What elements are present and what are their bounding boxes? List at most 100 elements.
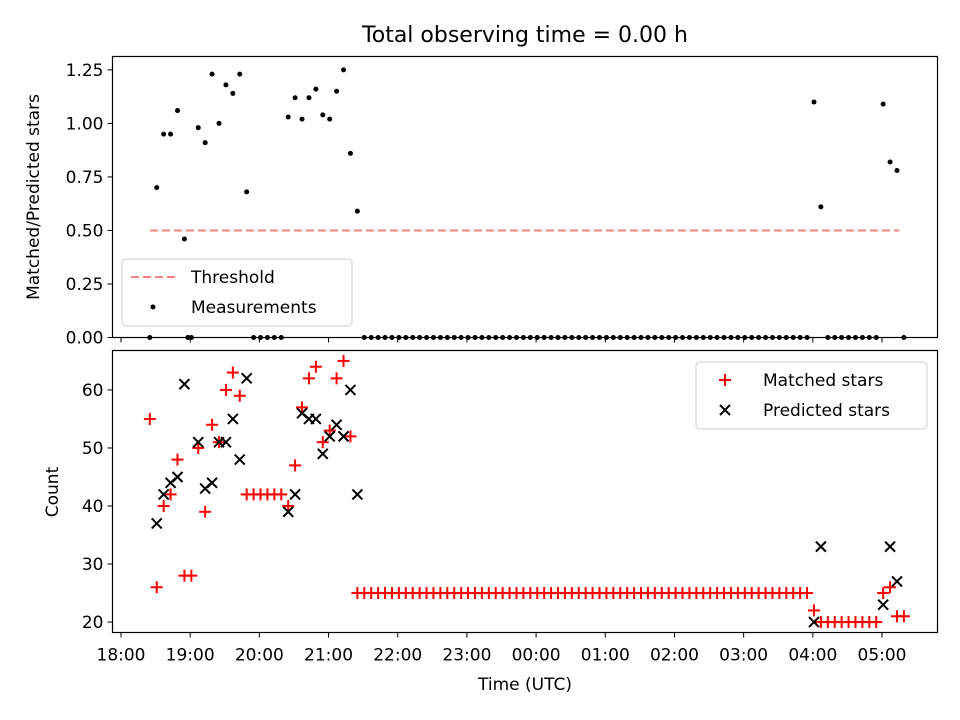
- measurements-legend-label: Measurements: [191, 298, 317, 318]
- matched-star-marker: [801, 587, 814, 600]
- measurement-point: [154, 185, 160, 191]
- predicted-star-marker: [344, 384, 357, 396]
- matched-star-marker: [150, 581, 163, 594]
- bottom-x-tick-label: 19:00: [166, 646, 215, 666]
- bottom-y-ticks: 20 30 40 50 60: [82, 381, 113, 633]
- chart-title: Total observing time = 0.00 h: [361, 23, 688, 48]
- bottom-x-tick-label: 03:00: [719, 646, 768, 666]
- measurement-point: [216, 120, 222, 126]
- measurement-point: [313, 86, 319, 92]
- matched-star-marker: [206, 418, 219, 431]
- predicted-star-marker: [808, 616, 820, 628]
- matched-star-marker: [877, 587, 890, 600]
- matched-star-marker: [309, 360, 322, 373]
- measurement-point: [894, 168, 900, 174]
- matched-star-marker: [330, 372, 343, 385]
- matched-star-marker: [323, 424, 336, 437]
- matched-star-marker: [289, 459, 302, 472]
- matched-star-marker: [233, 389, 246, 402]
- measurements-legend-swatch: [150, 304, 156, 310]
- measurement-point: [161, 131, 167, 137]
- predicted-star-marker: [351, 488, 364, 501]
- predicted-star-marker: [178, 378, 191, 390]
- matched-star-marker: [884, 581, 897, 594]
- matched-star-marker: [199, 505, 212, 518]
- predicted-star-marker: [220, 436, 232, 448]
- bottom-x-tick-label: 21:00: [304, 646, 353, 666]
- measurement-point: [818, 204, 824, 210]
- bottom-panel: Count Time (UTC) 20 30 40 50 60 18:00 19:00 20…: [43, 349, 939, 695]
- predicted-star-marker: [157, 488, 170, 501]
- predicted-legend-label: Predicted stars: [763, 401, 890, 421]
- measurement-point: [244, 189, 250, 195]
- predicted-star-marker: [171, 471, 184, 483]
- top-y-tick-label: 1.25: [66, 61, 104, 81]
- matched-star-marker: [337, 354, 350, 367]
- matched-star-marker: [171, 453, 184, 466]
- predicted-star-marker: [240, 372, 253, 385]
- measurement-point: [341, 67, 347, 73]
- bottom-x-tick-label: 05:00: [858, 646, 907, 666]
- bottom-x-tick-label: 01:00: [581, 646, 630, 666]
- predicted-star-marker: [815, 540, 827, 553]
- matched-star-marker: [296, 401, 309, 414]
- measurement-point: [880, 101, 886, 107]
- bottom-y-tick-label: 60: [82, 381, 104, 401]
- matched-legend-label: Matched stars: [763, 371, 883, 391]
- measurement-point: [168, 131, 174, 137]
- predicted-star-marker: [337, 430, 350, 443]
- bottom-x-tick-label: 00:00: [512, 646, 561, 666]
- measurement-point: [195, 125, 201, 131]
- top-y-tick-label: 0.25: [66, 275, 104, 295]
- top-y-tick-label: 1.00: [66, 114, 104, 134]
- matched-star-marker: [226, 366, 239, 379]
- top-y-ticks: 0.00 0.25 0.50 0.75 1.00 1.25: [66, 61, 113, 349]
- top-legend-box: [121, 258, 353, 327]
- matched-star-marker: [344, 430, 357, 443]
- matched-star-marker: [219, 383, 232, 396]
- measurement-point: [202, 140, 208, 146]
- top-y-tick-label: 0.50: [66, 221, 104, 241]
- top-legend: Threshold Measurements: [121, 258, 353, 327]
- measurement-point: [354, 208, 360, 214]
- top-y-tick-label: 0.00: [66, 329, 104, 349]
- bottom-y-tick-label: 40: [82, 497, 104, 517]
- matched-star-marker: [807, 604, 820, 617]
- measurement-point: [209, 71, 215, 77]
- predicted-star-marker: [310, 413, 322, 425]
- measurement-point: [299, 116, 305, 122]
- top-y-axis-label: Matched/Predicted stars: [24, 94, 44, 300]
- bottom-x-ticks: 18:00 19:00 20:00 21:00 22:00 23:00 00:00 01:00…: [97, 632, 907, 666]
- matched-star-marker: [164, 488, 177, 501]
- measurement-point: [181, 236, 187, 242]
- matched-legend-swatch: [719, 374, 731, 386]
- predicted-star-marker: [282, 506, 294, 518]
- matched-star-marker: [870, 616, 883, 629]
- bottom-x-tick-label: 02:00: [650, 646, 699, 666]
- bottom-x-tick-label: 04:00: [788, 646, 837, 666]
- bottom-legend: Matched stars Predicted stars: [695, 361, 928, 430]
- bottom-y-tick-label: 50: [82, 439, 104, 459]
- measurement-point: [285, 114, 291, 120]
- threshold-legend-label: Threshold: [190, 268, 275, 288]
- predicted-legend-swatch: [719, 404, 731, 416]
- bottom-y-axis-label: Count: [43, 466, 63, 517]
- predicted-star-marker: [151, 517, 163, 530]
- matched-star-marker: [897, 610, 910, 623]
- predicted-star-marker: [877, 598, 889, 611]
- measurement-point: [887, 159, 893, 165]
- predicted-star-marker: [192, 436, 204, 448]
- measurement-point: [327, 116, 333, 122]
- measurement-point: [811, 99, 817, 105]
- measurement-point: [174, 108, 180, 114]
- predicted-star-marker: [891, 575, 903, 588]
- predicted-star-marker: [317, 448, 329, 460]
- top-y-tick-label: 0.75: [66, 168, 104, 188]
- bottom-y-tick-label: 30: [82, 555, 104, 575]
- x-axis-label: Time (UTC): [477, 675, 572, 695]
- measurement-point: [230, 90, 236, 96]
- measurement-point: [223, 82, 229, 88]
- bottom-x-tick-label: 18:00: [97, 646, 146, 666]
- predicted-star-marker: [323, 430, 336, 443]
